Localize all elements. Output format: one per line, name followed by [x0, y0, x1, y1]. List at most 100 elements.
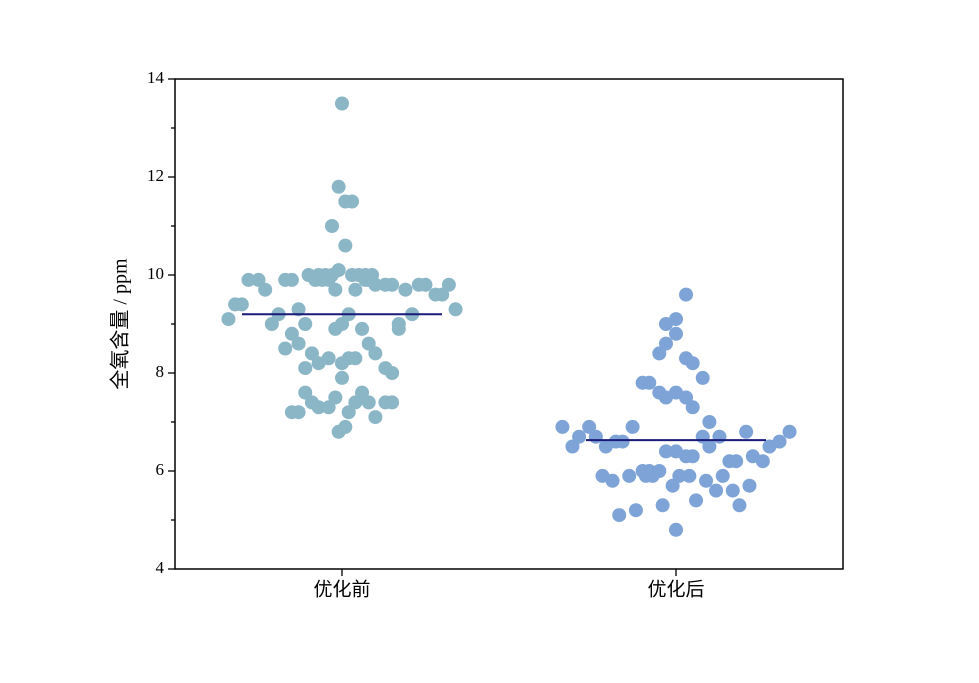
- point: [385, 277, 400, 292]
- point: [284, 326, 299, 341]
- point: [348, 395, 363, 410]
- point: [311, 400, 326, 415]
- point: [335, 370, 349, 385]
- point: [642, 375, 657, 390]
- point: [679, 287, 694, 302]
- point: [298, 361, 313, 376]
- point: [715, 468, 730, 483]
- point: [278, 341, 293, 356]
- point: [555, 419, 570, 434]
- point: [234, 297, 249, 312]
- y-tick-label: 8: [156, 362, 165, 381]
- point: [782, 424, 797, 439]
- point: [685, 356, 700, 371]
- point: [729, 454, 744, 469]
- point: [702, 439, 717, 454]
- point: [338, 238, 353, 253]
- point: [712, 429, 727, 444]
- point: [658, 336, 673, 351]
- point: [665, 478, 680, 493]
- y-tick-label: 14: [147, 68, 165, 87]
- point: [652, 346, 667, 361]
- point: [695, 370, 710, 385]
- point: [672, 468, 687, 483]
- point: [361, 336, 376, 351]
- point: [418, 277, 433, 292]
- point: [682, 468, 697, 483]
- point: [598, 439, 613, 454]
- point: [328, 321, 343, 336]
- point: [762, 439, 777, 454]
- point: [368, 410, 383, 425]
- point: [298, 385, 313, 400]
- y-tick-label: 4: [156, 558, 165, 577]
- point: [355, 385, 370, 400]
- y-tick-label: 6: [156, 460, 165, 479]
- point: [685, 400, 700, 415]
- point: [385, 395, 400, 410]
- point: [291, 405, 306, 420]
- point: [368, 277, 383, 292]
- point: [328, 390, 343, 405]
- point: [588, 429, 603, 444]
- point: [321, 400, 336, 415]
- point: [448, 302, 463, 317]
- point: [669, 522, 683, 537]
- point: [311, 356, 326, 371]
- point: [331, 179, 346, 194]
- point: [398, 282, 413, 297]
- point: [321, 272, 336, 287]
- point: [645, 468, 660, 483]
- point: [702, 415, 717, 429]
- point: [685, 449, 700, 464]
- y-axis-label: 全氧含量 / ppm: [109, 258, 132, 390]
- point: [251, 272, 266, 287]
- point: [335, 356, 349, 371]
- point: [615, 434, 630, 449]
- point: [709, 483, 724, 498]
- point: [755, 454, 770, 469]
- point: [742, 478, 757, 493]
- point: [391, 321, 406, 336]
- point: [341, 405, 356, 420]
- point: [435, 287, 450, 302]
- point: [331, 263, 346, 278]
- point: [732, 498, 747, 513]
- point: [625, 419, 640, 434]
- x-tick-label: 优化前: [313, 578, 370, 600]
- point: [348, 282, 363, 297]
- point: [689, 493, 704, 508]
- y-tick-label: 12: [147, 166, 164, 185]
- point: [355, 321, 370, 336]
- point: [221, 312, 236, 327]
- point: [328, 282, 343, 297]
- y-tick-label: 10: [147, 264, 164, 283]
- point: [628, 503, 643, 518]
- point: [291, 302, 306, 317]
- point: [284, 272, 299, 287]
- point: [582, 419, 597, 434]
- point: [658, 317, 673, 331]
- point: [658, 444, 673, 459]
- point: [699, 473, 714, 488]
- point: [679, 390, 694, 405]
- point: [385, 366, 400, 380]
- point: [291, 336, 306, 351]
- point: [622, 468, 637, 483]
- point: [258, 282, 273, 297]
- point: [605, 473, 620, 488]
- point: [739, 424, 754, 439]
- point: [655, 498, 670, 513]
- point: [335, 96, 349, 111]
- point: [565, 439, 580, 454]
- point: [304, 346, 319, 361]
- point: [348, 351, 363, 366]
- x-tick-label: 优化后: [647, 578, 704, 600]
- point: [725, 483, 740, 498]
- point: [612, 508, 627, 523]
- point: [264, 317, 279, 331]
- point: [345, 194, 360, 209]
- point: [361, 395, 376, 410]
- point: [331, 424, 346, 439]
